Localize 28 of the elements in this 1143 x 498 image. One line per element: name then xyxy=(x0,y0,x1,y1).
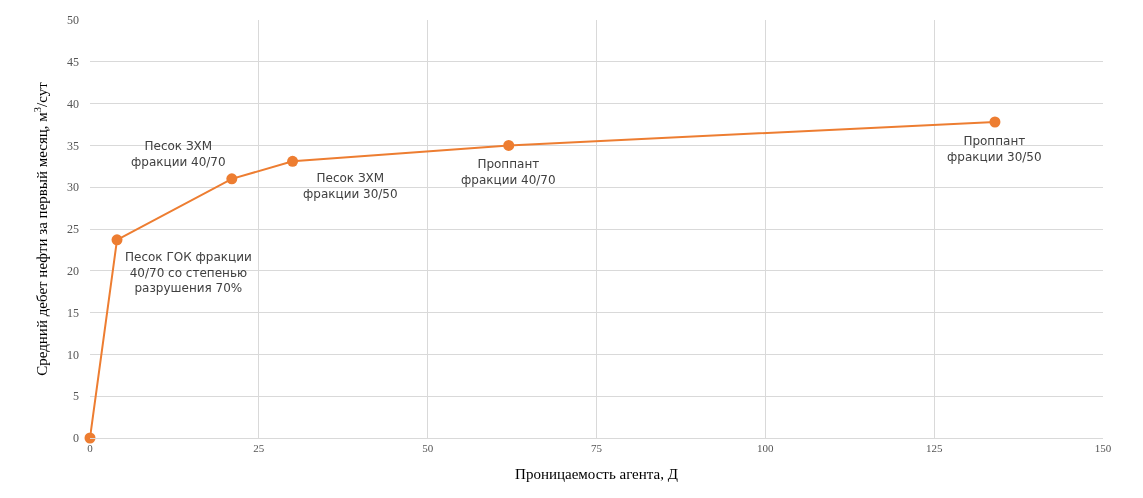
point xyxy=(226,173,238,185)
y-tick-label: 50 xyxy=(67,13,79,28)
x-tick-label: 100 xyxy=(757,442,775,455)
annotation: Проппант фракции 30/50 xyxy=(947,134,1042,164)
x-tick-label: 0 xyxy=(87,442,94,455)
x-tick-label: 50 xyxy=(422,442,434,455)
x-tick-label: 150 xyxy=(1094,442,1112,455)
y-tick-label: 20 xyxy=(67,264,79,278)
y-tick-label: 40 xyxy=(67,96,79,111)
x-tick-label: 75 xyxy=(591,442,603,455)
y-tick-label: 25 xyxy=(67,222,79,237)
point xyxy=(111,234,123,246)
point xyxy=(503,139,515,151)
y-tick-label: 5 xyxy=(73,389,79,404)
y-tick-label: 35 xyxy=(67,138,79,153)
x-tick-label: 125 xyxy=(925,442,943,455)
x-axis-title: Проницаемость агента, Д xyxy=(515,466,678,483)
y-tick-label: 10 xyxy=(67,347,79,362)
annotation: Песок ГОК фракции 40/70 со степенью разрушения 70% xyxy=(125,250,252,296)
y-tick-label: 45 xyxy=(67,55,79,69)
y-tick-label: 15 xyxy=(67,305,79,320)
point xyxy=(287,155,299,167)
annotation: Проппант фракции 40/70 xyxy=(461,157,556,187)
annotation: Песок ЗХМ фракции 30/50 xyxy=(303,171,398,201)
point xyxy=(989,116,1001,128)
x-tick-label: 25 xyxy=(253,442,265,455)
annotation: Песок ЗХМ фракции 40/70 xyxy=(131,139,226,169)
y-tick-label: 30 xyxy=(67,180,79,195)
